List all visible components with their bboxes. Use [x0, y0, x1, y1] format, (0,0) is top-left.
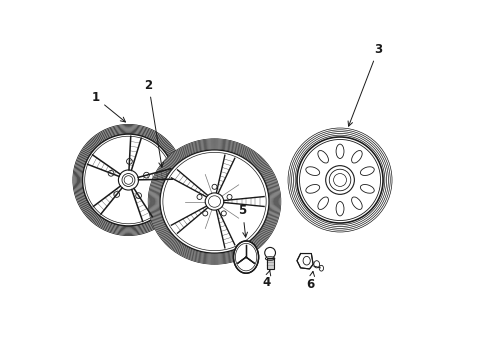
- Text: 4: 4: [262, 270, 270, 289]
- Circle shape: [326, 166, 354, 194]
- Circle shape: [82, 134, 174, 226]
- Ellipse shape: [266, 257, 275, 260]
- Ellipse shape: [160, 150, 269, 253]
- Circle shape: [119, 170, 139, 190]
- Text: 2: 2: [145, 78, 164, 167]
- Text: 5: 5: [239, 204, 247, 237]
- Text: 1: 1: [92, 91, 125, 122]
- Ellipse shape: [148, 139, 281, 264]
- Ellipse shape: [319, 265, 323, 271]
- Circle shape: [73, 125, 184, 235]
- Circle shape: [288, 128, 392, 232]
- Text: 3: 3: [348, 43, 382, 126]
- Circle shape: [297, 137, 383, 223]
- Ellipse shape: [314, 261, 319, 268]
- Text: 6: 6: [307, 271, 315, 291]
- Ellipse shape: [205, 193, 224, 210]
- Ellipse shape: [265, 247, 275, 258]
- Ellipse shape: [234, 241, 259, 273]
